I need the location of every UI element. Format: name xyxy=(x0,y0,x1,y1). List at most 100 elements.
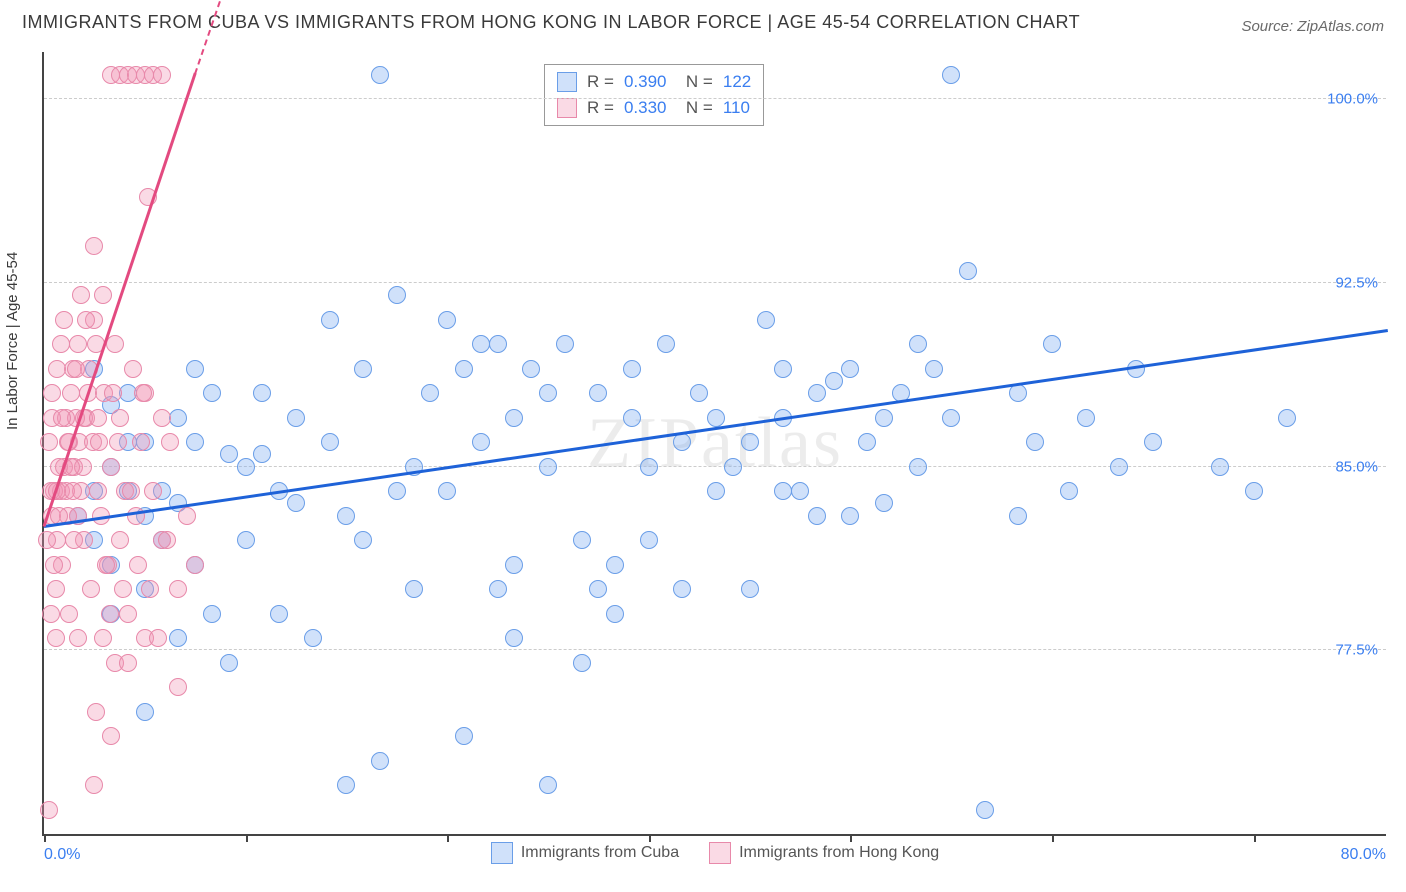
scatter-point xyxy=(690,384,708,402)
scatter-point xyxy=(287,494,305,512)
scatter-point xyxy=(808,507,826,525)
scatter-point xyxy=(741,580,759,598)
scatter-point xyxy=(55,311,73,329)
scatter-point xyxy=(1110,458,1128,476)
scatter-point xyxy=(65,531,83,549)
scatter-point xyxy=(1026,433,1044,451)
scatter-point xyxy=(539,458,557,476)
scatter-point xyxy=(388,286,406,304)
scatter-point xyxy=(556,335,574,353)
scatter-point xyxy=(47,580,65,598)
scatter-point xyxy=(111,409,129,427)
scatter-point xyxy=(657,335,675,353)
scatter-point xyxy=(53,409,71,427)
scatter-point xyxy=(321,311,339,329)
x-tick xyxy=(850,834,852,842)
scatter-point xyxy=(158,531,176,549)
stats-row: R =0.390 N =122 xyxy=(557,69,751,95)
bottom-legend: Immigrants from CubaImmigrants from Hong… xyxy=(44,842,1386,864)
scatter-point xyxy=(134,384,152,402)
scatter-point xyxy=(119,654,137,672)
legend-item: Immigrants from Hong Kong xyxy=(709,842,939,864)
scatter-point xyxy=(858,433,876,451)
scatter-point xyxy=(1043,335,1061,353)
scatter-point xyxy=(237,531,255,549)
x-tick xyxy=(1052,834,1054,842)
legend-swatch xyxy=(709,842,731,864)
gridline xyxy=(44,98,1386,99)
stat-r-label: R = xyxy=(587,69,614,95)
scatter-point xyxy=(640,458,658,476)
scatter-point xyxy=(101,605,119,623)
legend-swatch xyxy=(557,98,577,118)
scatter-point xyxy=(337,507,355,525)
scatter-point xyxy=(102,727,120,745)
scatter-point xyxy=(438,311,456,329)
scatter-point xyxy=(354,531,372,549)
scatter-point xyxy=(1009,507,1027,525)
scatter-point xyxy=(161,433,179,451)
scatter-point xyxy=(69,629,87,647)
x-tick xyxy=(246,834,248,842)
scatter-point xyxy=(153,66,171,84)
scatter-point xyxy=(1077,409,1095,427)
scatter-point xyxy=(405,580,423,598)
scatter-point xyxy=(153,409,171,427)
x-tick xyxy=(649,834,651,842)
chart-title: IMMIGRANTS FROM CUBA VS IMMIGRANTS FROM … xyxy=(22,12,1080,33)
scatter-point xyxy=(203,605,221,623)
scatter-point xyxy=(522,360,540,378)
scatter-point xyxy=(472,335,490,353)
scatter-point xyxy=(505,409,523,427)
scatter-point xyxy=(606,556,624,574)
scatter-point xyxy=(707,482,725,500)
y-tick-label: 100.0% xyxy=(1327,91,1378,108)
scatter-point xyxy=(724,458,742,476)
source-label: Source: ZipAtlas.com xyxy=(1241,18,1384,35)
y-axis-label: In Labor Force | Age 45-54 xyxy=(4,252,21,430)
scatter-point xyxy=(1060,482,1078,500)
plot-area: ZIPatlas 0.0% 80.0% Immigrants from Cuba… xyxy=(42,52,1386,836)
scatter-point xyxy=(69,335,87,353)
scatter-point xyxy=(304,629,322,647)
scatter-point xyxy=(114,580,132,598)
scatter-point xyxy=(104,384,122,402)
legend-swatch xyxy=(491,842,513,864)
scatter-point xyxy=(220,445,238,463)
scatter-point xyxy=(388,482,406,500)
scatter-point xyxy=(757,311,775,329)
scatter-point xyxy=(270,605,288,623)
scatter-point xyxy=(875,409,893,427)
scatter-point xyxy=(47,629,65,647)
scatter-point xyxy=(942,409,960,427)
scatter-point xyxy=(438,482,456,500)
scatter-point xyxy=(640,531,658,549)
scatter-point xyxy=(52,335,70,353)
scatter-point xyxy=(472,433,490,451)
scatter-point xyxy=(136,703,154,721)
scatter-point xyxy=(119,605,137,623)
scatter-point xyxy=(144,482,162,500)
x-tick xyxy=(447,834,449,842)
scatter-point xyxy=(925,360,943,378)
scatter-point xyxy=(337,776,355,794)
scatter-point xyxy=(89,482,107,500)
scatter-point xyxy=(186,433,204,451)
scatter-point xyxy=(40,801,58,819)
scatter-point xyxy=(237,458,255,476)
scatter-point xyxy=(774,482,792,500)
y-tick-label: 92.5% xyxy=(1335,274,1378,291)
scatter-point xyxy=(132,433,150,451)
scatter-point xyxy=(253,445,271,463)
scatter-point xyxy=(90,433,108,451)
scatter-point xyxy=(505,556,523,574)
scatter-point xyxy=(60,605,78,623)
scatter-point xyxy=(178,507,196,525)
scatter-point xyxy=(489,335,507,353)
scatter-point xyxy=(573,531,591,549)
scatter-point xyxy=(287,409,305,427)
scatter-point xyxy=(909,335,927,353)
scatter-point xyxy=(1144,433,1162,451)
scatter-point xyxy=(62,384,80,402)
scatter-point xyxy=(673,580,691,598)
